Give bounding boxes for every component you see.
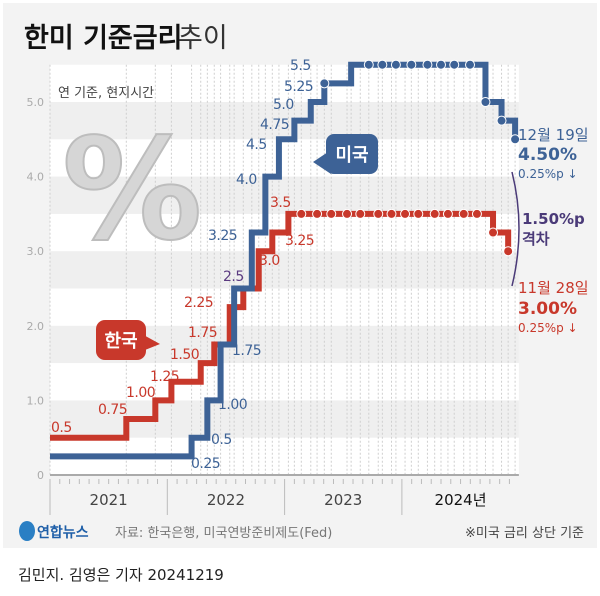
rate-dot (363, 59, 374, 70)
rate-dot (429, 208, 440, 219)
rate-dot (449, 59, 460, 70)
y-tick-label: 1.0 (27, 394, 45, 407)
grid-band (50, 176, 519, 214)
us-rate-label: 5.5 (290, 58, 311, 74)
rate-dot (471, 208, 482, 219)
rate-dot (422, 59, 433, 70)
us-rate-label: 4.5 (246, 137, 267, 153)
y-tick-label: 5.0 (27, 96, 45, 109)
rate-dot (406, 59, 417, 70)
rate-dot (413, 208, 424, 219)
rate-dot (503, 246, 514, 257)
source-text: 자료: 한국은행, 미국연방준비제도(Fed) (115, 525, 332, 541)
rate-dot (342, 208, 353, 219)
x-tick-label: 2022 (207, 491, 245, 509)
rate-dot (480, 97, 491, 107)
korea-end-change: 0.25%p ↓ (518, 321, 578, 335)
us-rate-label: 5.25 (284, 79, 313, 95)
us-rate-label: 2.5 (223, 269, 244, 285)
us-callout-label: 미국 (335, 145, 368, 166)
korea-rate-label: 3.25 (285, 233, 314, 249)
rate-dot (377, 59, 388, 70)
gap-label: 격차 (522, 230, 550, 248)
korea-rate-label: 3.0 (259, 253, 280, 269)
rate-dot (465, 59, 476, 70)
korea-rate-label: 1.00 (126, 385, 155, 401)
logo-text: 연합뉴스 (37, 524, 89, 541)
us-rate-label: 4.75 (260, 117, 289, 133)
rate-dot (319, 78, 330, 89)
us-rate-label: 0.5 (211, 432, 232, 448)
rate-dot (355, 208, 366, 219)
rate-dot (488, 227, 499, 238)
basis-note: 연 기준, 현지시간 (58, 86, 154, 101)
us-rate-label: 0.25 (191, 456, 220, 472)
us-end-change: 0.25%p ↓ (518, 167, 578, 181)
korea-rate-label: 1.25 (150, 369, 179, 385)
y-tick-label: 3.0 (27, 245, 45, 258)
y-tick-label: 4.0 (27, 171, 45, 184)
rate-dot (510, 134, 521, 145)
korea-rate-label: 0.5 (51, 420, 72, 436)
rate-dot (326, 208, 337, 219)
gap-bracket (511, 171, 520, 287)
rate-dot (312, 208, 323, 219)
rate-dot (442, 208, 453, 219)
percent-icon: % (62, 109, 202, 272)
title-light: 추이 (178, 23, 228, 54)
us-end-value: 4.50% (518, 145, 577, 165)
x-tick-label: 2023 (324, 491, 362, 509)
title-bold: 한미 기준금리 (24, 23, 182, 54)
korea-rate-label: 1.75 (188, 325, 217, 341)
gap-value: 1.50%p (522, 210, 585, 228)
us-rate-label: 4.0 (236, 172, 257, 188)
y-tick-label: 0 (37, 469, 44, 482)
us-rate-label: 1.75 (232, 343, 261, 359)
x-tick-label: 2024년 (435, 491, 487, 509)
rate-dot (436, 59, 446, 70)
us-rate-label: 5.0 (273, 97, 294, 113)
korea-callout-label: 한국 (104, 331, 137, 352)
footnote-text: ※미국 금리 상단 기준 (465, 526, 584, 541)
rate-dot (458, 208, 469, 219)
korea-rate-label: 2.25 (184, 295, 213, 311)
rate-dot (386, 208, 397, 219)
rate-dot (373, 208, 384, 219)
rate-dot (390, 59, 401, 70)
us-callout: 미국 (313, 134, 378, 174)
x-tick-label: 2021 (90, 491, 128, 509)
yonhap-logo: 연합뉴스 (19, 521, 89, 541)
rate-dot (296, 208, 307, 219)
korea-end-date: 11월 28일 (518, 279, 589, 297)
us-rate-label: 1.00 (218, 397, 247, 413)
rate-dot (496, 115, 507, 126)
us-rate-label: 3.25 (208, 228, 237, 244)
y-tick-label: 2.0 (27, 320, 45, 333)
korea-callout: 한국 (96, 320, 160, 360)
korea-rate-label: 1.50 (170, 347, 199, 363)
us-end-date: 12월 19일 (518, 126, 589, 144)
byline: 김민지. 김영은 기자 20241219 (18, 566, 224, 584)
rate-dot (400, 208, 411, 219)
korea-rate-label: 0.75 (98, 402, 127, 418)
korea-end-value: 3.00% (518, 299, 577, 319)
korea-rate-label: 3.5 (270, 195, 291, 211)
